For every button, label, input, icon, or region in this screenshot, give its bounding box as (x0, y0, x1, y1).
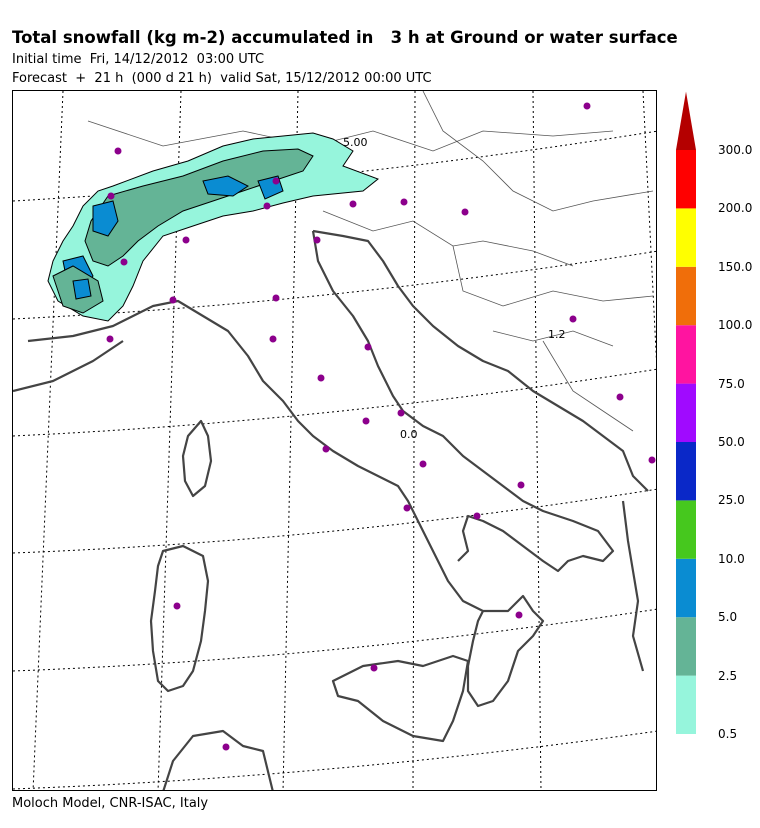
map-canvas: 5.00 1.2 0.0 (13, 91, 656, 790)
country-borders (87, 91, 654, 432)
legend-label: 100.0 (718, 318, 753, 333)
legend-label: 75.0 (718, 376, 745, 391)
snowfall-field (47, 132, 380, 322)
legend-label: 200.0 (718, 201, 753, 216)
coastlines (13, 229, 649, 790)
legend-label: 10.0 (718, 551, 745, 566)
initial-time-label: Initial time Fri, 14/12/2012 03:00 UTC (12, 52, 265, 67)
contour-label: 1.2 (548, 328, 566, 341)
map-panel: 5.00 1.2 0.0 (12, 90, 657, 791)
legend-label: 50.0 (718, 435, 745, 449)
legend-swatch (676, 442, 696, 501)
contour-label: 0.0 (400, 428, 418, 441)
legend-swatch (676, 675, 696, 734)
legend-label: 2.5 (718, 668, 738, 683)
model-credit: Moloch Model, CNR-ISAC, Italy (12, 796, 209, 811)
legend-label: 300.0 (718, 143, 753, 157)
legend-label: 25.0 (718, 493, 745, 508)
legend-swatch (676, 208, 696, 267)
legend-swatch (676, 383, 696, 442)
legend-swatch-top (676, 91, 696, 150)
legend-swatch (676, 558, 696, 618)
legend-swatch (676, 325, 696, 384)
city-markers (106, 102, 656, 751)
legend-swatch (676, 500, 696, 559)
legend-label: 5.0 (718, 610, 738, 625)
contour-label: 5.00 (343, 136, 368, 149)
legend-label: 150.0 (718, 259, 753, 274)
forecast-label: Forecast + 21 h (000 d 21 h) valid Sat, … (12, 71, 432, 86)
legend-swatch (676, 150, 696, 209)
legend-swatch (676, 617, 696, 676)
legend-label: 0.5 (718, 727, 738, 741)
chart-title: Total snowfall (kg m-2) accumulated in 3… (12, 28, 678, 47)
legend-swatch (676, 266, 696, 326)
